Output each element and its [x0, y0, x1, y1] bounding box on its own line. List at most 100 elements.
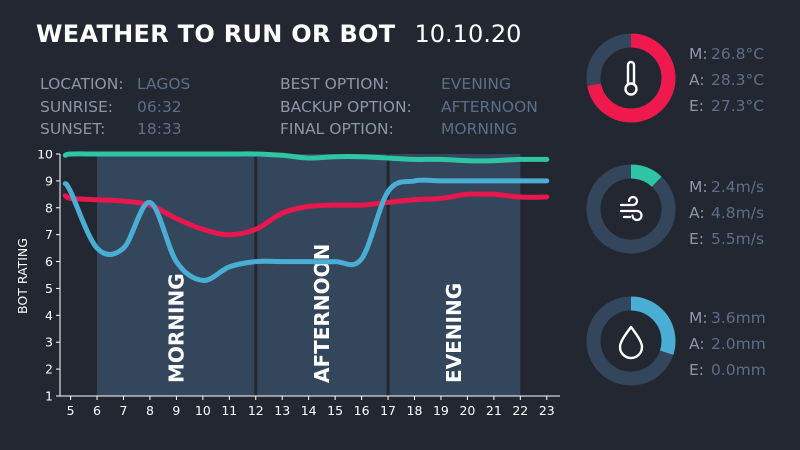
- x-tick-label: 6: [93, 403, 101, 418]
- period-label-afternoon: AFTERNOON: [310, 244, 334, 383]
- x-tick-label: 11: [221, 403, 237, 418]
- metric-row: A: 4.8m/s: [689, 200, 764, 226]
- metric-label: E:: [689, 97, 705, 115]
- y-tick-label: 8: [45, 200, 53, 215]
- y-tick-label: 5: [45, 281, 53, 296]
- period-panel-morning: [97, 154, 256, 396]
- x-tick-label: 19: [433, 403, 449, 418]
- x-tick-label: 10: [195, 403, 211, 418]
- info-row-sunset: SUNSET: 18:33: [40, 118, 190, 141]
- info-value: EVENING: [441, 75, 511, 93]
- x-tick-label: 9: [172, 403, 180, 418]
- y-tick-label: 10: [37, 150, 53, 162]
- metric-row: M: 26.8°C: [689, 41, 764, 67]
- info-label: BEST OPTION:: [280, 75, 390, 93]
- period-panel-afternoon: [255, 154, 389, 396]
- thermometer-icon: [624, 60, 638, 96]
- info-value: LAGOS: [137, 75, 191, 93]
- metric-label: A:: [689, 335, 705, 353]
- metric-value: 4.8m/s: [711, 204, 765, 222]
- rain-values: M: 3.6mm A: 2.0mm E: 0.0mm: [689, 305, 766, 383]
- info-row-best-option: BEST OPTION: EVENING: [280, 73, 538, 96]
- x-tick-label: 7: [120, 403, 128, 418]
- x-tick-label: 12: [248, 403, 264, 418]
- metric-row: M: 3.6mm: [689, 305, 766, 331]
- series-line-blue: [62, 177, 550, 283]
- gauge-track: [586, 164, 676, 254]
- x-tick-label: 18: [407, 403, 423, 418]
- metric-row: A: 28.3°C: [689, 67, 764, 93]
- gauge-arc: [586, 296, 676, 386]
- y-tick-label: 7: [45, 227, 53, 242]
- metric-label: A:: [689, 204, 705, 222]
- y-tick-label: 4: [45, 308, 53, 323]
- rain-gauge: [586, 296, 676, 386]
- metric-label: E:: [689, 230, 705, 248]
- x-tick-label: 5: [67, 403, 75, 418]
- metric-label: E:: [689, 361, 705, 379]
- metric-row: E: 5.5m/s: [689, 226, 764, 252]
- metric-value: 2.0mm: [711, 335, 766, 353]
- metric-value: 2.4m/s: [711, 178, 765, 196]
- x-tick-label: 15: [327, 403, 343, 418]
- info-row-backup-option: BACKUP OPTION: AFTERNOON: [280, 96, 538, 119]
- info-panel-options: BEST OPTION: EVENING BACKUP OPTION: AFTE…: [280, 73, 538, 141]
- y-tick-label: 6: [45, 254, 53, 269]
- info-value: 18:33: [137, 120, 182, 138]
- series-line-green: [62, 151, 550, 164]
- series-line-red: [62, 191, 550, 238]
- page-title: WEATHER TO RUN OR BOT 10.10.20: [36, 20, 521, 48]
- metric-row: E: 27.3°C: [689, 93, 764, 119]
- metric-label: M:: [689, 45, 708, 63]
- wind-values: M: 2.4m/s A: 4.8m/s E: 5.5m/s: [689, 174, 764, 252]
- y-tick-label: 3: [45, 335, 53, 350]
- metric-value: 0.0mm: [711, 361, 766, 379]
- metric-row: E: 0.0mm: [689, 357, 766, 383]
- period-label-evening: EVENING: [442, 283, 466, 383]
- x-tick-label: 8: [146, 403, 154, 418]
- info-value: MORNING: [441, 120, 518, 138]
- x-tick-label: 17: [380, 403, 396, 418]
- info-label: SUNRISE:: [40, 97, 113, 116]
- info-panel-location: LOCATION: LAGOS SUNRISE: 06:32 SUNSET: 1…: [40, 73, 190, 141]
- wind-icon: [619, 195, 643, 222]
- title-text: WEATHER TO RUN OR BOT: [36, 20, 396, 48]
- metric-value: 26.8°C: [711, 45, 765, 63]
- metric-value: 3.6mm: [711, 309, 766, 327]
- x-tick-label: 21: [486, 403, 502, 418]
- raindrop-icon: [618, 325, 644, 360]
- info-label: SUNSET:: [40, 120, 106, 138]
- info-value: 06:32: [137, 97, 182, 116]
- metric-label: M:: [689, 178, 708, 196]
- x-tick-label: 23: [539, 403, 555, 418]
- metric-value: 27.3°C: [711, 97, 765, 115]
- x-tick-label: 16: [354, 403, 370, 418]
- info-row-final-option: FINAL OPTION: MORNING: [280, 118, 538, 141]
- temperature-gauge: [586, 33, 676, 123]
- wind-gauge: [586, 164, 676, 254]
- metric-label: M:: [689, 309, 708, 327]
- metric-row: M: 2.4m/s: [689, 174, 764, 200]
- info-value: AFTERNOON: [441, 97, 538, 116]
- x-tick-label: 22: [512, 403, 528, 418]
- title-date: 10.10.20: [414, 20, 522, 48]
- temperature-values: M: 26.8°C A: 28.3°C E: 27.3°C: [689, 41, 764, 119]
- x-tick-label: 14: [301, 403, 317, 418]
- info-label: FINAL OPTION:: [280, 120, 394, 138]
- x-tick-label: 13: [274, 403, 290, 418]
- info-label: BACKUP OPTION:: [280, 97, 412, 116]
- metric-row: A: 2.0mm: [689, 331, 766, 357]
- y-tick-label: 1: [45, 389, 53, 404]
- y-axis-label: BOT RATING: [15, 238, 30, 314]
- gauge-arc: [586, 33, 676, 123]
- gauge-arc: [586, 164, 676, 254]
- y-tick-label: 2: [45, 362, 53, 377]
- period-label-morning: MORNING: [164, 273, 188, 383]
- x-tick-label: 20: [459, 403, 475, 418]
- info-label: LOCATION:: [40, 75, 124, 93]
- metric-label: A:: [689, 71, 705, 89]
- info-row-sunrise: SUNRISE: 06:32: [40, 96, 190, 119]
- metric-value: 28.3°C: [711, 71, 765, 89]
- y-tick-label: 9: [45, 173, 53, 188]
